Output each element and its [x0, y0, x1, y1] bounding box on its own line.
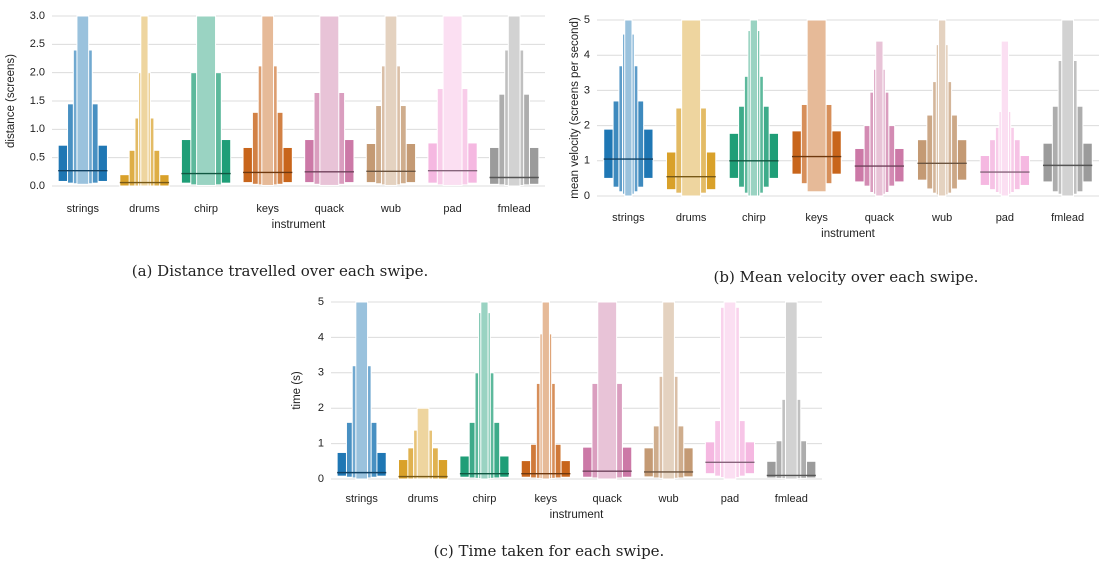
boxen-box-drums [416, 407, 430, 480]
boxen-box-keys [541, 301, 550, 480]
x-tick-label: chirp [194, 203, 218, 215]
x-tick-label: pad [443, 203, 461, 215]
boxen-box-chirp [196, 15, 217, 186]
boxen-box-keys [806, 19, 827, 193]
y-tick-label: 3.0 [30, 10, 45, 22]
y-tick-label: 0 [584, 190, 590, 202]
x-tick-label: fmlead [775, 493, 808, 505]
x-tick-label: keys [256, 203, 279, 215]
boxen-box-drums [681, 19, 702, 197]
boxen-box-chirp [480, 301, 489, 480]
boxen-box-fmlead [784, 301, 798, 480]
x-tick-label: chirp [742, 212, 766, 224]
y-tick-label: 2.5 [30, 38, 45, 50]
y-tick-label: 1.5 [30, 95, 45, 107]
x-tick-label: fmlead [498, 203, 531, 215]
y-axis-label: time (s) [291, 371, 303, 410]
chart-panel-distance: 0.0 0.5 1.0 1.5 2.0 2.5 3.0 strings drums chirp ke… [5, 10, 545, 231]
y-tick-label: 3 [318, 367, 324, 379]
x-tick-label: keys [535, 493, 558, 505]
y-tick-label: 0.0 [30, 180, 45, 192]
x-tick-label: strings [67, 203, 100, 215]
x-tick-label: strings [345, 493, 378, 505]
x-axis-label: instrument [821, 228, 875, 240]
y-tick-label: 2.0 [30, 67, 45, 79]
y-tick-label: 1 [318, 438, 324, 450]
x-tick-label: drums [408, 493, 439, 505]
boxen-box-quack [597, 301, 618, 480]
chart-panel-time: 0 1 2 3 4 5 strings drums chirp keys quack wub pad fm… [291, 296, 822, 521]
boxen-box-wub [937, 19, 947, 197]
boxen-box-strings [76, 15, 90, 185]
x-tick-label: strings [612, 212, 645, 224]
x-tick-label: wub [657, 493, 678, 505]
x-axis-label: instrument [272, 219, 326, 231]
caption-c: (c) Time taken for each swipe. [434, 542, 665, 560]
x-tick-label: pad [721, 493, 739, 505]
y-tick-label: 5 [584, 14, 590, 26]
x-tick-label: quack [865, 212, 895, 224]
caption-a: (a) Distance travelled over each swipe. [132, 262, 429, 280]
x-tick-label: quack [593, 493, 623, 505]
y-tick-label: 3 [584, 84, 590, 96]
y-tick-label: 1.0 [30, 123, 45, 135]
boxen-box-strings [624, 19, 633, 197]
y-tick-label: 1 [584, 155, 590, 167]
x-tick-label: fmlead [1051, 212, 1084, 224]
x-axis-label: instrument [550, 509, 604, 521]
x-tick-label: drums [129, 203, 160, 215]
boxen-box-wub [384, 15, 398, 186]
boxen-box-pad [723, 301, 737, 480]
boxen-box-pad [442, 15, 463, 186]
y-tick-label: 2 [584, 120, 590, 132]
x-tick-label: quack [315, 203, 345, 215]
y-axis-label: mean velocity (screens per second) [569, 17, 581, 199]
boxen-box-quack [319, 15, 340, 186]
caption-b: (b) Mean velocity over each swipe. [714, 268, 979, 286]
x-tick-label: keys [805, 212, 828, 224]
boxen-box-fmlead [1061, 19, 1074, 197]
boxen-box-pad [1000, 40, 1010, 197]
y-axis-label: distance (screens) [5, 54, 17, 148]
boxen-box-quack [875, 40, 884, 197]
y-tick-label: 4 [584, 49, 590, 61]
x-tick-label: chirp [473, 493, 497, 505]
boxen-box-strings [355, 301, 369, 480]
y-tick-label: 0.5 [30, 152, 45, 164]
x-tick-label: wub [380, 203, 401, 215]
x-tick-label: wub [931, 212, 952, 224]
y-tick-label: 5 [318, 296, 324, 308]
boxen-box-wub [662, 301, 675, 480]
y-tick-label: 4 [318, 331, 324, 343]
y-tick-label: 2 [318, 402, 324, 414]
boxen-box-fmlead [507, 15, 521, 187]
boxen-box-keys [261, 15, 275, 186]
x-tick-label: drums [676, 212, 707, 224]
y-tick-label: 0 [318, 473, 324, 485]
x-tick-label: pad [996, 212, 1014, 224]
chart-panel-velocity: 0 1 2 3 4 5 strings drums chirp keys quack wub pad fm… [569, 14, 1099, 240]
boxen-box-drums [140, 15, 149, 187]
boxen-box-chirp [749, 19, 759, 197]
